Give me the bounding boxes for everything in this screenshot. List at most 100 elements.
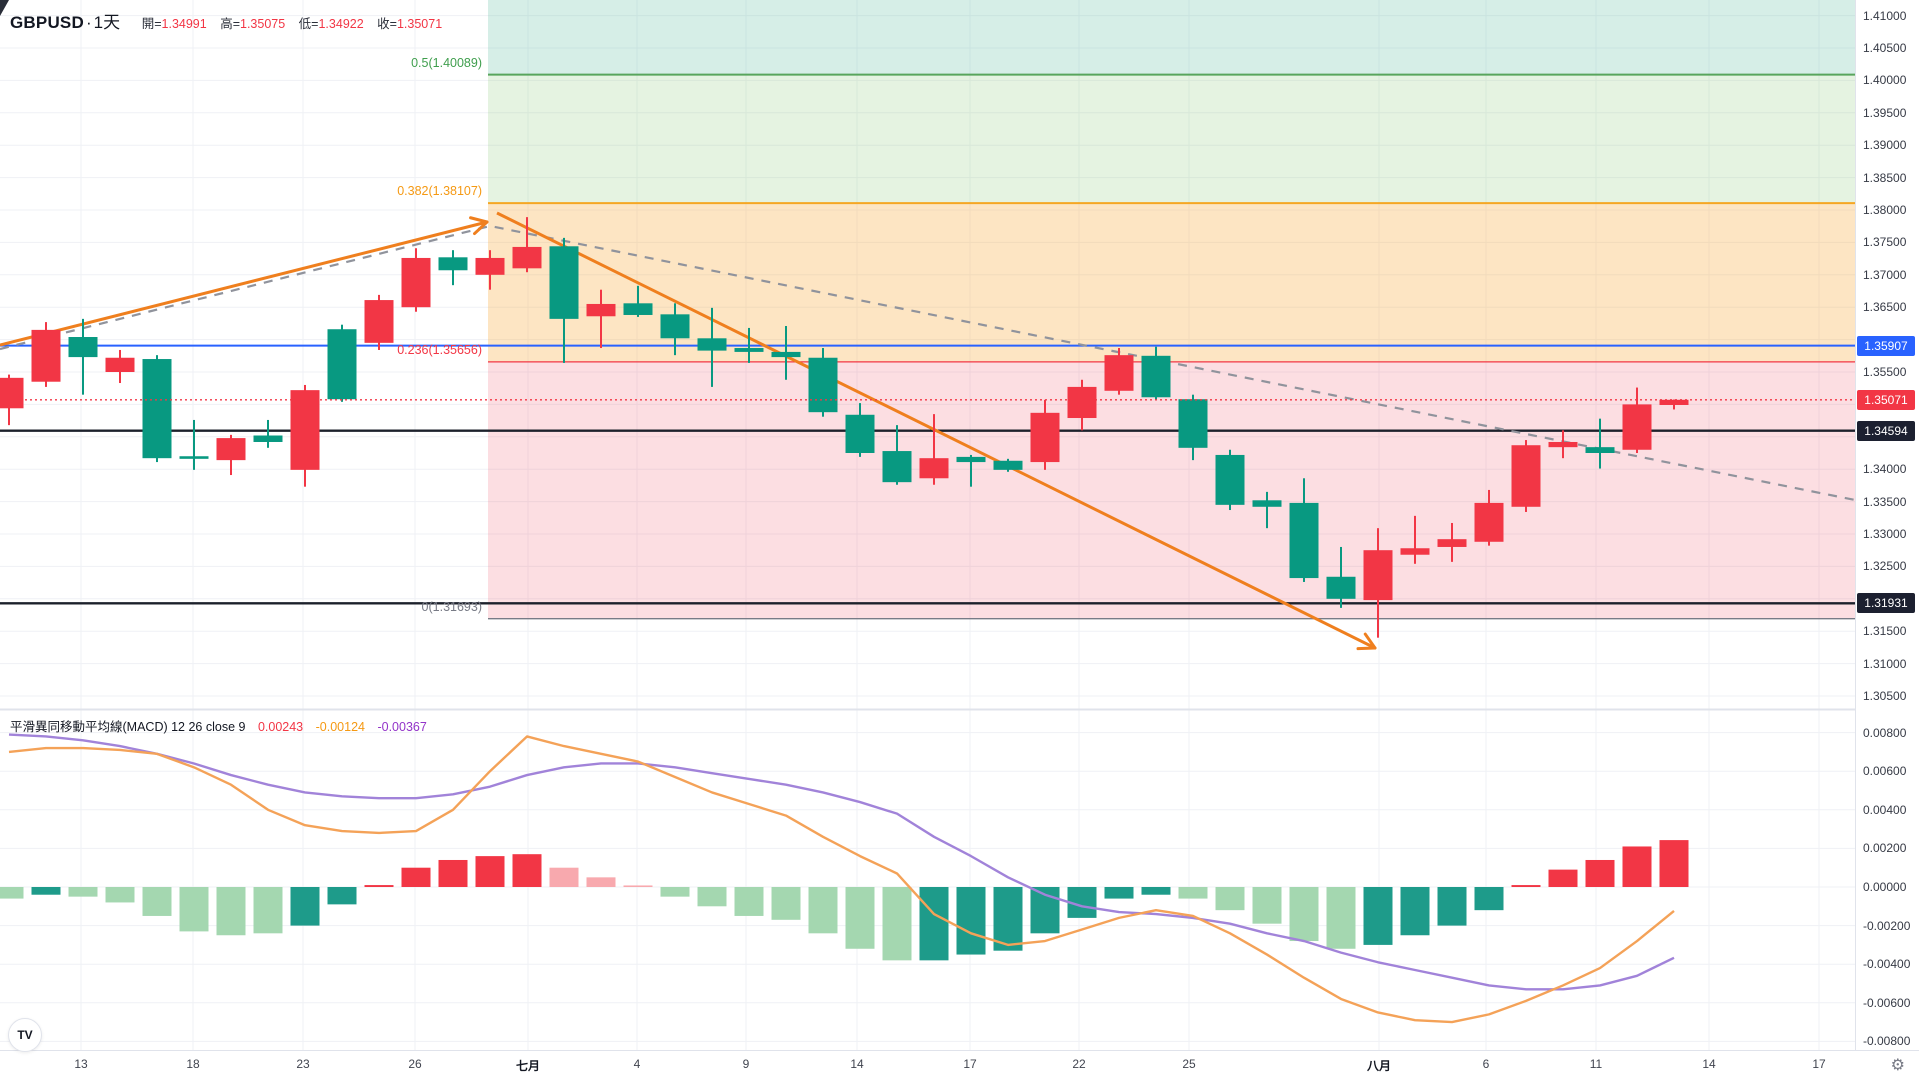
high-label: 高= [220, 17, 240, 31]
fib-label-0.236[interactable]: 0.236(1.35656) [397, 342, 482, 357]
macd-bar [1474, 887, 1504, 911]
macd-tick: 0.00600 [1863, 764, 1907, 779]
time-tick: 25 [1182, 1057, 1196, 1071]
tradingview-logo[interactable]: TV [8, 1018, 42, 1052]
candle-body [993, 460, 1023, 470]
symbol-separator: · [85, 13, 92, 32]
low-value: 1.34922 [318, 17, 364, 31]
low-label: 低= [298, 17, 319, 31]
macd-bar [660, 887, 690, 897]
candle-body [1474, 502, 1504, 542]
candle-body [1437, 539, 1467, 547]
macd-line [8, 735, 1675, 1024]
time-tick: 4 [633, 1057, 641, 1071]
symbol-name[interactable]: GBPUSD [10, 13, 84, 32]
candle-body [697, 338, 727, 351]
candle-body [1215, 454, 1245, 505]
candle-body [586, 303, 616, 317]
candle-body [882, 451, 912, 483]
time-tick: 22 [1072, 1057, 1086, 1071]
candle-body [734, 348, 764, 352]
symbol-legend[interactable]: GBPUSD · 1天 開=1.34991 高=1.35075 低=1.34922 … [10, 8, 452, 33]
time-tick: 17 [963, 1057, 977, 1071]
macd-title[interactable]: 平滑異同移動平均線(MACD) 12 26 close 9 [10, 720, 246, 734]
time-tick: 17 [1812, 1057, 1826, 1071]
macd-bar [438, 859, 468, 887]
candle-body [1104, 355, 1134, 391]
candle-body [1326, 576, 1356, 599]
macd-tick: 0.00400 [1863, 802, 1907, 817]
candle-body [68, 337, 98, 358]
close-label: 收= [377, 17, 397, 31]
macd-bar [1511, 885, 1541, 887]
time-tick: 八月 [1366, 1059, 1391, 1073]
macd-tick: 0.00800 [1863, 725, 1907, 740]
candle-body [216, 438, 246, 461]
candle-body [31, 329, 61, 382]
macd-bar [364, 885, 394, 887]
time-tick: 6 [1482, 1057, 1490, 1071]
macd-bar [1141, 887, 1171, 895]
macd-bar [327, 887, 357, 905]
fib-label-0.5[interactable]: 0.5(1.40089) [411, 55, 482, 70]
macd-histogram [0, 840, 1689, 961]
macd-bar [1622, 846, 1652, 887]
macd-tick: -0.00200 [1863, 918, 1911, 933]
macd-hist-value: 0.00243 [257, 720, 304, 734]
macd-bar [993, 887, 1023, 951]
time-axis[interactable]: ⚙ 13 18 23 26 七月 4 9 14 17 22 25 八月 6 11 14 17 [0, 1050, 1919, 1079]
candle-body [1363, 550, 1393, 601]
macd-bar [623, 885, 653, 887]
interval-label[interactable]: 1天 [93, 13, 121, 32]
down-trend-arrow [496, 211, 1376, 650]
price-tick: 1.37000 [1863, 267, 1907, 282]
macd-bar [142, 887, 172, 916]
gear-icon[interactable]: ⚙ [1890, 1057, 1905, 1074]
price-tick: 1.32500 [1863, 559, 1907, 574]
candle-body [845, 414, 875, 453]
fib-label-0[interactable]: 0(1.31693) [421, 599, 482, 614]
macd-bar [771, 887, 801, 920]
price-tick: 1.38500 [1863, 170, 1907, 185]
candle-body [956, 456, 986, 463]
macd-bar [68, 887, 98, 897]
macd-bar [475, 856, 505, 887]
close-value: 1.35071 [396, 17, 443, 31]
candle-body [327, 329, 357, 400]
macd-bar [1178, 887, 1208, 899]
candle-body [549, 246, 579, 319]
macd-tick: -0.00800 [1863, 1034, 1911, 1049]
fib-label-0.382[interactable]: 0.382(1.38107) [397, 184, 482, 199]
candle-body [179, 456, 209, 459]
macd-legend[interactable]: 平滑異同移動平均線(MACD) 12 26 close 9 0.00243 -0… [10, 716, 427, 735]
time-tick: 9 [742, 1057, 750, 1071]
time-tick: 18 [186, 1057, 200, 1071]
candle-body [0, 377, 24, 409]
candle-body [1178, 399, 1208, 448]
chart-canvas[interactable] [0, 0, 1855, 1050]
candle-body [771, 351, 801, 358]
candle-body [1585, 447, 1615, 453]
time-tick: 23 [296, 1057, 310, 1071]
macd-bar [808, 887, 838, 934]
macd-bar [1252, 887, 1282, 924]
price-tick: 1.33500 [1863, 494, 1907, 509]
macd-tick: -0.00600 [1863, 995, 1911, 1010]
macd-bar [882, 887, 912, 961]
macd-bar [697, 887, 727, 907]
macd-bar [1548, 869, 1578, 887]
price-axis[interactable]: 1.41000 1.40500 1.40000 1.39500 1.39000 1.385… [1855, 0, 1919, 1050]
price-badge: 1.34594 [1857, 420, 1915, 441]
time-tick: 13 [74, 1057, 88, 1071]
price-tick: 1.31000 [1863, 656, 1907, 671]
candle-body [1659, 399, 1689, 405]
price-tick: 1.39000 [1863, 138, 1907, 153]
candle-body [290, 390, 320, 470]
candle-body [1030, 412, 1060, 463]
macd-bar [919, 887, 949, 961]
price-tick: 1.36500 [1863, 300, 1907, 315]
up-trend-arrow [0, 220, 488, 347]
macd-bar [845, 887, 875, 949]
macd-bar [956, 887, 986, 955]
